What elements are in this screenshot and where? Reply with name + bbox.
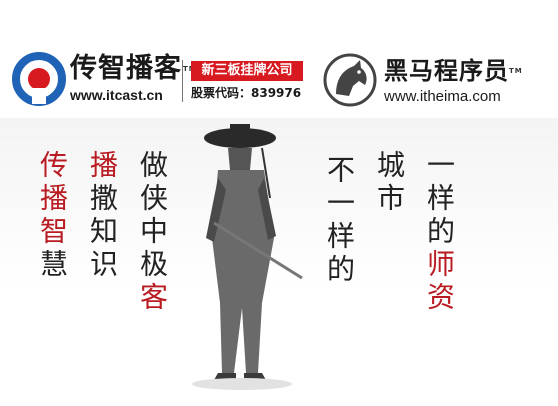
swordsman-figure-icon <box>192 124 303 390</box>
poem-col-3-part1: 做侠中极 <box>136 150 169 282</box>
poem-col-1: 传播智慧 <box>36 150 69 282</box>
stock-code: 股票代码：839976 <box>191 86 302 100</box>
poem-col-1-part3: 慧 <box>36 249 69 282</box>
poem-col-2-part1: 播 <box>86 150 119 183</box>
itheima-brand: 黑马程序员TM www.itheima.com <box>384 58 523 105</box>
header-divider <box>182 60 183 102</box>
poem-col-6: 一样的师资 <box>423 150 456 315</box>
itheima-url[interactable]: www.itheima.com <box>384 88 501 105</box>
listing-badge: 新三板挂牌公司 <box>191 61 303 81</box>
poem-col-1-part2: 智 <box>36 216 69 249</box>
itcast-tm: TM <box>183 65 197 73</box>
horse-logo-icon <box>323 53 377 107</box>
poem-col-5: 城市 <box>373 150 406 216</box>
header-bar: 传智播客TM www.itcast.cn 新三板挂牌公司 股票代码：839976… <box>0 0 558 118</box>
poem-col-3: 做侠中极客 <box>136 150 169 315</box>
poem-col-6-part2: 师资 <box>423 249 456 315</box>
itcast-logo-icon <box>12 52 66 106</box>
poem-col-2-part2: 撒知识 <box>86 183 119 282</box>
itheima-tm: TM <box>509 67 523 75</box>
itcast-name: 传智播客 <box>70 53 182 84</box>
itcast-url[interactable]: www.itcast.cn <box>70 87 163 103</box>
poem-col-3-part2: 客 <box>136 282 169 315</box>
poem-col-1-part1: 传播 <box>36 150 69 216</box>
poem-col-4: 不一样的 <box>323 155 356 287</box>
poem-col-2: 播撒知识 <box>86 150 119 282</box>
itheima-name: 黑马程序员 <box>384 57 509 85</box>
poem-col-6-part1: 一样的 <box>423 150 456 249</box>
itcast-brand: 传智播客TM www.itcast.cn <box>70 53 197 104</box>
